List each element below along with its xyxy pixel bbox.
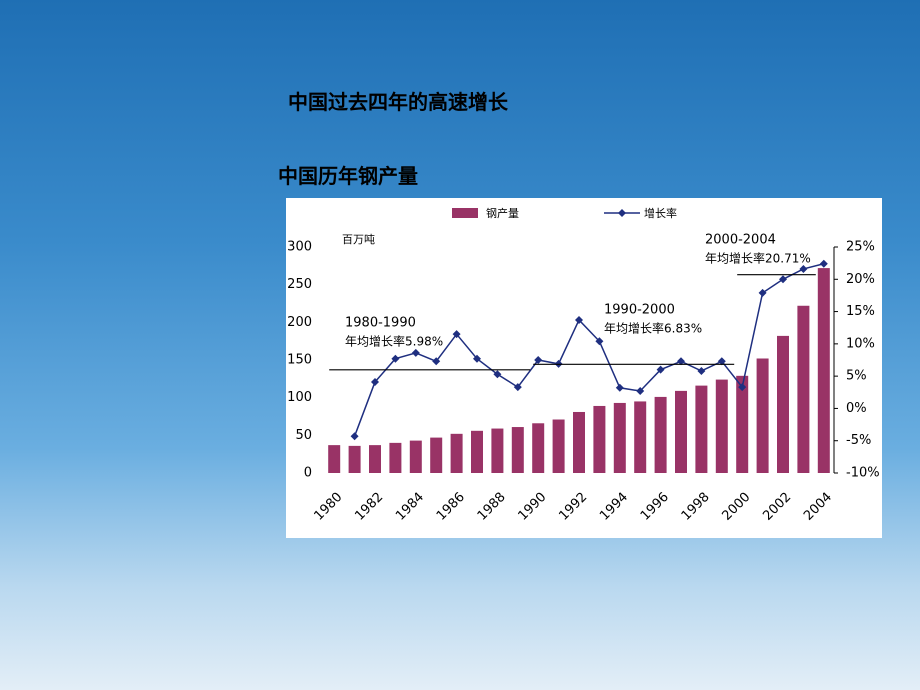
bar bbox=[471, 430, 483, 473]
bar bbox=[491, 428, 504, 473]
bar bbox=[593, 405, 606, 473]
growth-point bbox=[575, 315, 583, 324]
bar bbox=[573, 411, 585, 473]
bar bbox=[552, 419, 565, 473]
legend-label: 钢产量 bbox=[486, 206, 519, 220]
bar bbox=[511, 427, 524, 473]
bar bbox=[634, 401, 647, 473]
y2-tick-label: 20% bbox=[846, 272, 875, 287]
bar bbox=[715, 379, 728, 473]
growth-point bbox=[391, 354, 400, 363]
growth-point bbox=[717, 357, 726, 366]
y-tick-label: 250 bbox=[287, 277, 312, 292]
bar bbox=[756, 358, 769, 473]
growth-point bbox=[595, 337, 604, 346]
y-tick-label: 0 bbox=[304, 466, 312, 481]
growth-point bbox=[819, 259, 828, 268]
chart-background bbox=[286, 198, 882, 538]
growth-point bbox=[697, 366, 706, 375]
slide-title: 中国过去四年的高速增长 bbox=[288, 90, 508, 114]
growth-point bbox=[473, 354, 481, 363]
growth-point bbox=[371, 377, 379, 386]
growth-point bbox=[411, 348, 420, 357]
growth-point bbox=[534, 356, 543, 364]
y2-tick-label: 15% bbox=[846, 304, 875, 319]
bar bbox=[348, 445, 361, 473]
growth-point bbox=[779, 275, 787, 284]
bar bbox=[328, 445, 341, 473]
growth-point bbox=[615, 383, 624, 392]
growth-point bbox=[758, 288, 767, 297]
bar bbox=[532, 423, 545, 473]
chart-title: 中国历年钢产量 bbox=[278, 164, 418, 188]
bar bbox=[736, 375, 749, 473]
bar bbox=[777, 335, 789, 473]
bar bbox=[613, 402, 626, 473]
legend-marker bbox=[618, 209, 626, 217]
annotation-label: 年均增长率20.71% bbox=[705, 251, 811, 266]
growth-point bbox=[738, 383, 747, 392]
growth-point bbox=[452, 330, 461, 339]
bar bbox=[409, 440, 422, 473]
bar bbox=[654, 396, 667, 473]
annotation-label: 年均增长率6.83% bbox=[604, 321, 702, 336]
y-axis-unit: 百万吨 bbox=[342, 233, 375, 246]
bar bbox=[817, 268, 830, 473]
annotation-period: 1990-2000 bbox=[604, 303, 675, 318]
y2-tick-label: 10% bbox=[846, 336, 875, 351]
y-tick-label: 200 bbox=[287, 315, 312, 330]
growth-point bbox=[677, 357, 685, 366]
growth-point bbox=[432, 357, 441, 366]
y-tick-label: 100 bbox=[287, 390, 312, 405]
growth-point bbox=[493, 370, 502, 379]
bar bbox=[450, 433, 463, 473]
y2-tick-label: -5% bbox=[846, 433, 871, 448]
growth-line bbox=[353, 263, 824, 437]
bar bbox=[797, 305, 810, 473]
growth-point bbox=[799, 264, 808, 273]
y2-tick-label: 0% bbox=[846, 401, 867, 416]
y2-tick-label: 5% bbox=[846, 369, 867, 384]
growth-point bbox=[656, 365, 665, 374]
y-tick-label: 50 bbox=[295, 428, 312, 443]
annotation-period: 1980-1990 bbox=[345, 316, 416, 331]
bar bbox=[389, 442, 402, 473]
growth-point bbox=[636, 386, 645, 395]
y2-tick-label: -10% bbox=[846, 466, 880, 481]
growth-point bbox=[350, 432, 359, 441]
bar bbox=[369, 445, 381, 473]
bar bbox=[430, 437, 443, 473]
y-tick-label: 150 bbox=[287, 353, 312, 368]
y2-tick-label: 25% bbox=[846, 240, 875, 255]
bar bbox=[675, 390, 687, 473]
y-tick-label: 300 bbox=[287, 240, 312, 255]
bar bbox=[695, 385, 708, 473]
annotation-period: 2000-2004 bbox=[705, 233, 776, 248]
legend-swatch bbox=[452, 208, 478, 218]
annotation-label: 年均增长率5.98% bbox=[345, 334, 443, 349]
growth-point bbox=[513, 383, 522, 392]
legend-label: 增长率 bbox=[644, 206, 677, 220]
